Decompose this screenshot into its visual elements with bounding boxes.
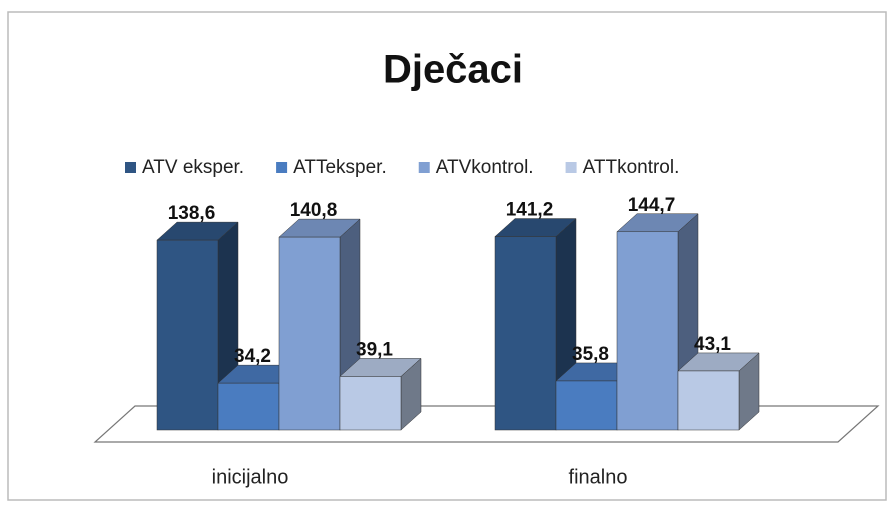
data-label: 144,7 xyxy=(628,195,676,216)
chart-title: Dječaci xyxy=(383,48,523,92)
bar xyxy=(278,236,341,431)
legend-swatch xyxy=(565,162,577,173)
bar xyxy=(555,380,618,431)
data-label: 141,2 xyxy=(506,200,554,221)
data-label: 39,1 xyxy=(356,339,393,360)
legend-label: ATTeksper. xyxy=(293,157,387,178)
legend-swatch xyxy=(125,162,136,173)
data-label: 140,8 xyxy=(290,200,338,221)
legend-swatch xyxy=(276,162,288,173)
bar xyxy=(156,239,219,431)
bar xyxy=(217,382,280,431)
x-tick-label: finalno xyxy=(569,466,628,488)
x-tick-label: inicijalno xyxy=(212,466,289,488)
legend-swatch xyxy=(418,162,430,173)
legend-label: ATVkontrol. xyxy=(436,157,534,178)
bar xyxy=(616,231,679,431)
bar xyxy=(494,236,557,431)
legend-label: ATTkontrol. xyxy=(583,157,680,178)
bar xyxy=(339,376,402,431)
bar xyxy=(677,370,740,431)
data-label: 43,1 xyxy=(694,334,731,355)
data-label: 35,8 xyxy=(572,344,609,365)
data-label: 138,6 xyxy=(168,203,216,224)
data-label: 34,2 xyxy=(234,346,271,367)
legend-label: ATV eksper. xyxy=(142,157,244,178)
